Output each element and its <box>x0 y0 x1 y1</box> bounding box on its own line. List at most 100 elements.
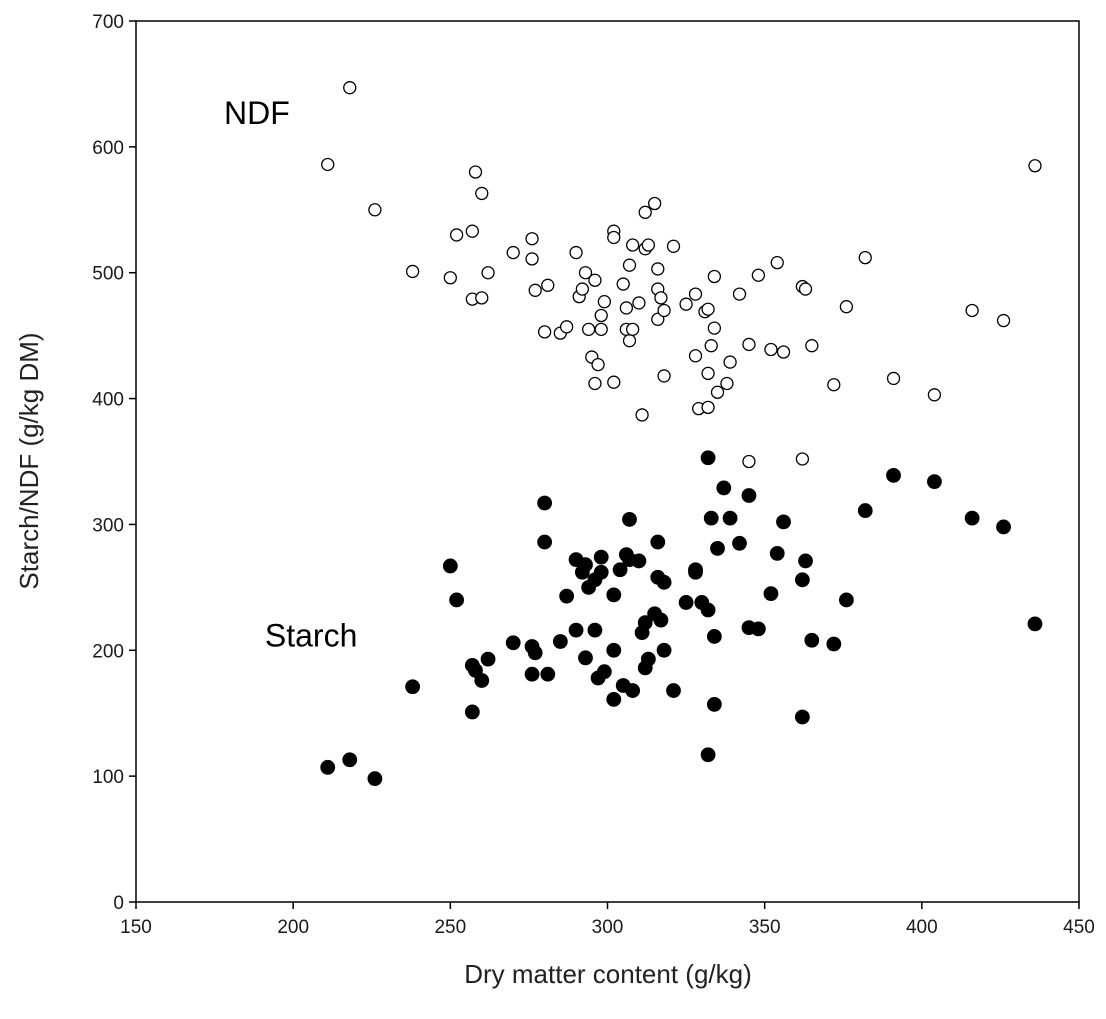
ndf-point <box>688 349 703 363</box>
ndf-point <box>475 291 489 305</box>
x-tick-label: 350 <box>749 917 781 938</box>
starch-point <box>703 510 719 526</box>
starch-point <box>622 511 637 527</box>
starch-point <box>537 495 553 511</box>
starch-point <box>794 709 810 725</box>
starch-point <box>996 519 1011 535</box>
starch-point <box>700 747 716 763</box>
starch-point <box>606 642 622 658</box>
ndf-point <box>559 320 574 334</box>
ndf-point <box>591 357 605 372</box>
ndf-point <box>481 266 495 280</box>
y-axis: 0 100 200 300 400 500 600 700 <box>92 12 136 914</box>
y-axis-title: Starch/NDF (g/kg DM) <box>14 332 44 589</box>
y-tick-label: 400 <box>92 390 124 411</box>
ndf-point <box>632 296 646 310</box>
ndf-point <box>465 224 479 238</box>
ndf-point <box>625 322 640 337</box>
starch-point <box>798 553 813 569</box>
ndf-point <box>443 271 457 285</box>
starch-point <box>593 549 609 565</box>
starch-point <box>804 632 820 648</box>
ndf-point <box>657 369 671 383</box>
ndf-point <box>657 303 671 318</box>
starch-point <box>1027 616 1043 632</box>
starch-point <box>540 666 556 682</box>
starch-point <box>722 510 738 526</box>
starch-point <box>342 752 358 768</box>
x-tick-label: 300 <box>592 917 624 938</box>
ndf-point <box>795 452 810 466</box>
ndf-point <box>688 287 703 301</box>
starch-point <box>650 534 666 550</box>
starch-point <box>769 545 785 561</box>
x-tick-label: 400 <box>906 917 938 938</box>
ndf-point <box>607 375 621 389</box>
starch-point <box>405 679 421 695</box>
starch-point <box>838 592 854 608</box>
starch-point <box>678 595 694 610</box>
ndf-point <box>707 269 722 284</box>
starch-point <box>653 612 669 628</box>
ndf-point <box>704 339 718 353</box>
ndf-point <box>537 325 552 339</box>
starch-point <box>568 622 584 638</box>
ndf-point <box>506 245 520 260</box>
starch-point <box>666 683 681 698</box>
starch-point <box>367 771 383 787</box>
starch-point <box>927 474 942 490</box>
ndf-point <box>701 400 715 415</box>
ndf-point <box>858 250 872 265</box>
x-tick-label: 150 <box>120 917 152 938</box>
ndf-point <box>805 339 819 353</box>
ndf-point <box>666 239 681 253</box>
starch-point <box>826 636 842 652</box>
ndf-point <box>594 322 608 337</box>
ndf-point <box>996 313 1011 328</box>
ndf-point <box>679 297 693 311</box>
ndf-point <box>581 322 596 337</box>
ndf-point <box>597 295 612 309</box>
starch-point <box>606 691 622 707</box>
starch-point <box>631 553 647 569</box>
starch-point <box>763 586 779 602</box>
ndf-point <box>569 245 583 260</box>
starch-point <box>464 704 480 720</box>
ndf-point <box>619 301 634 315</box>
starch-point <box>964 510 980 526</box>
starch-point <box>505 635 521 651</box>
y-tick-label: 200 <box>92 641 124 662</box>
starch-point <box>688 564 703 580</box>
starch-point <box>596 664 612 680</box>
ndf-point <box>638 205 652 219</box>
ndf-point <box>701 302 715 316</box>
x-tick-label: 250 <box>434 917 466 938</box>
ndf-point <box>651 262 665 276</box>
ndf-point <box>827 378 841 392</box>
ndf-point <box>528 283 542 297</box>
starch-point <box>857 503 873 518</box>
starch-point <box>449 592 465 608</box>
ndf-point <box>839 300 854 314</box>
ndf-point <box>707 321 722 335</box>
y-tick-label: 0 <box>113 893 124 914</box>
ndf-series <box>321 81 1042 469</box>
ndf-point <box>616 277 630 291</box>
ndf-point <box>648 196 662 211</box>
ndf-point <box>651 312 665 326</box>
ndf-point <box>588 376 602 391</box>
starch-point <box>640 651 656 667</box>
starch-annotation: Starch <box>265 618 357 654</box>
ndf-point <box>1028 159 1042 173</box>
y-tick-label: 700 <box>92 12 124 33</box>
starch-point <box>716 480 732 496</box>
ndf-point <box>594 308 608 323</box>
x-axis: 150 200 250 300 350 400 450 <box>120 902 1095 938</box>
ndf-point <box>635 408 649 422</box>
starch-point <box>612 562 628 578</box>
starch-point <box>700 602 716 618</box>
starch-point <box>474 673 490 688</box>
ndf-point <box>405 264 420 279</box>
starch-point <box>706 697 722 712</box>
